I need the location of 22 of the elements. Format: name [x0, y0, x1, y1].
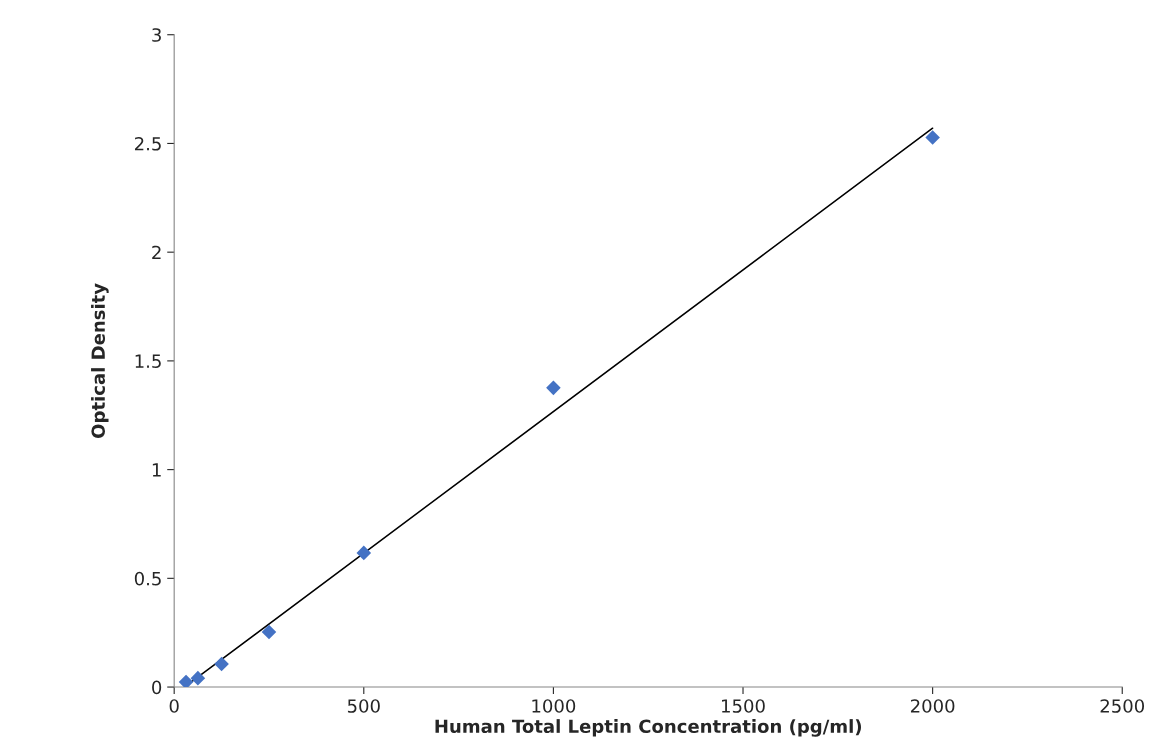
- x-tick-label: 1000: [532, 699, 576, 713]
- x-tick-label: 2500: [1100, 699, 1145, 713]
- point: [178, 674, 194, 688]
- point: [214, 656, 229, 672]
- point: [925, 130, 940, 145]
- point: [261, 624, 277, 640]
- x-tick-label: 2000: [910, 699, 955, 713]
- y-tick-label: 1: [152, 463, 161, 477]
- y-axis-title: Optical Density: [91, 283, 109, 438]
- y-tick-label: 1.5: [135, 354, 161, 369]
- point: [190, 670, 206, 686]
- y-tick-label: 2.5: [134, 136, 161, 151]
- point: [356, 545, 372, 561]
- y-tick-label: 0: [152, 680, 162, 695]
- x-tick-label: 0: [169, 699, 179, 713]
- point: [546, 380, 561, 396]
- x-tick-label: 500: [347, 699, 380, 713]
- y-tick-label: 3: [152, 28, 161, 42]
- x-tick-label: 1500: [722, 699, 765, 713]
- y-tick-label: 0.5: [134, 571, 161, 586]
- y-tick-label: 2: [152, 245, 161, 260]
- x-axis-title: Human Total Leptin Concentration (pg/ml): [435, 719, 862, 737]
